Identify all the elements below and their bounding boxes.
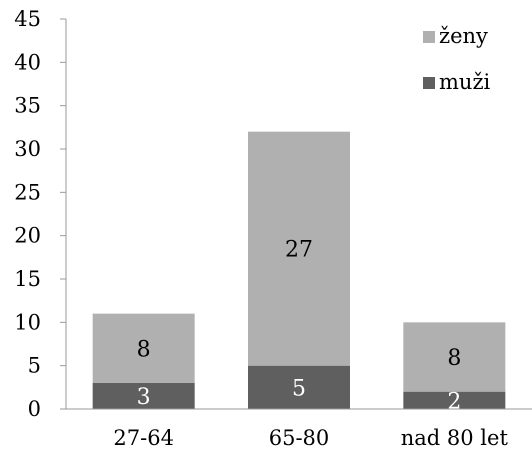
y-tick-label: 5: [28, 354, 41, 378]
bar-segment: [248, 365, 350, 409]
legend-swatch: [423, 77, 435, 89]
y-tick-label: 25: [14, 180, 41, 204]
bar-segment: [403, 391, 506, 409]
x-category-label: nad 80 let: [401, 426, 509, 450]
legend: ženy muži: [423, 24, 491, 94]
bar-segment: [92, 313, 195, 383]
x-category-label: 27-64: [113, 426, 174, 450]
y-tick-label: 0: [28, 397, 41, 421]
data-label: 8: [447, 346, 461, 371]
y-tick-label: 35: [14, 94, 41, 118]
data-label: 8: [137, 337, 151, 362]
data-label: 3: [137, 385, 151, 410]
bar-segment: [403, 322, 506, 392]
y-tick-label: 20: [14, 224, 41, 248]
legend-swatch: [423, 31, 435, 43]
x-category-label: 65-80: [269, 426, 330, 450]
y-tick-label: 40: [14, 50, 41, 74]
data-label: 27: [285, 238, 313, 263]
y-tick-label: 45: [14, 7, 41, 31]
legend-label: muži: [439, 70, 491, 94]
legend-label: ženy: [439, 24, 488, 48]
y-tick-label: 15: [14, 267, 41, 291]
bar-segment: [248, 131, 350, 366]
bar-segment: [92, 383, 195, 409]
x-axis: 27-64 65-80 nad 80 let: [66, 408, 532, 450]
y-tick-label: 10: [14, 310, 41, 334]
data-label: 2: [447, 389, 461, 414]
y-tick-label: 30: [14, 137, 41, 161]
data-label: 5: [292, 376, 306, 401]
bars: 3 8 5 27 2 8: [92, 131, 506, 414]
y-axis: 0 5 10 15 20 25 30 35 40 45: [14, 7, 67, 421]
